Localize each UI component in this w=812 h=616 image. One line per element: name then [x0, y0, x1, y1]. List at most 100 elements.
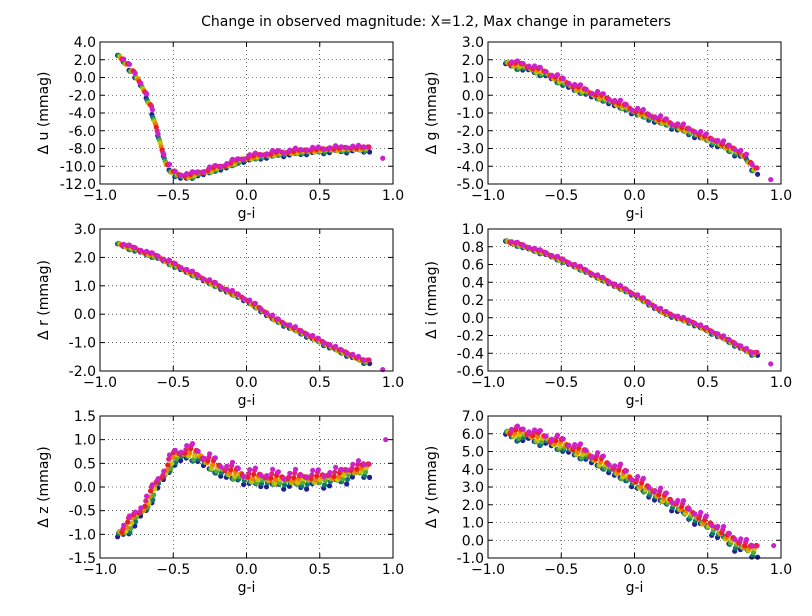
data-point [754, 543, 760, 549]
data-point [543, 433, 549, 439]
data-point [612, 97, 618, 104]
x-tick-label: 0.5 [309, 188, 331, 204]
data-point [349, 465, 355, 471]
subplot-1: −1.0 −0.5 0.0 0.5 1.0 -12.0 -10.0-8.0 -6.0 -4.0 -… [36, 35, 404, 222]
data-point [178, 265, 184, 271]
data-point [144, 493, 150, 499]
data-point [270, 312, 276, 318]
x-tick-label: 0.0 [235, 188, 257, 204]
y-tick-label: -0.6 [457, 364, 484, 380]
data-point [692, 129, 698, 135]
data-point [715, 331, 721, 337]
data-point [224, 463, 230, 469]
y-tick-label: 1.0 [462, 222, 484, 238]
data-point [212, 280, 218, 286]
data-point [344, 476, 351, 483]
data-point [189, 441, 196, 447]
data-point [560, 436, 566, 442]
data-point [366, 461, 372, 467]
data-point [537, 428, 544, 434]
data-point [686, 506, 692, 512]
data-point [520, 242, 526, 248]
data-point [252, 150, 258, 156]
y-axis-label: Δ z (mmag) [36, 446, 52, 528]
data-point [583, 267, 589, 273]
y-tick-label: 3.0 [74, 222, 96, 238]
data-point [168, 465, 174, 471]
data-point [126, 61, 133, 67]
data-point [187, 450, 193, 456]
data-point [566, 442, 572, 448]
data-point [749, 349, 755, 356]
y-tick-label: 0.0 [462, 88, 484, 104]
data-point [344, 467, 350, 473]
data-point [333, 143, 339, 149]
data-point [606, 96, 612, 102]
data-point [235, 465, 241, 471]
data-point [692, 511, 698, 517]
y-tick-label: 4.0 [462, 462, 484, 478]
data-point [201, 276, 207, 282]
data-point [235, 291, 241, 297]
data-point [589, 90, 595, 96]
data-point [258, 473, 264, 479]
y-axis-label: Δ g (mmag) [424, 71, 440, 154]
data-point [554, 72, 561, 78]
data-point [589, 453, 595, 460]
data-point [264, 310, 270, 316]
data-point [155, 253, 161, 259]
data-point [166, 456, 172, 462]
data-point [189, 169, 196, 175]
data-point [172, 261, 178, 267]
data-point [166, 257, 173, 263]
data-point [520, 426, 526, 432]
data-point [526, 429, 532, 435]
data-point [640, 295, 647, 301]
data-point [703, 513, 710, 519]
data-point [331, 473, 337, 480]
data-point [635, 105, 641, 111]
x-tick-label: −1.0 [471, 562, 505, 578]
x-axis-label: g-i [238, 206, 256, 222]
data-point [640, 475, 647, 481]
data-point [195, 448, 201, 454]
data-point [264, 473, 270, 479]
data-point [333, 343, 339, 349]
data-point [160, 472, 166, 478]
data-point [367, 149, 373, 155]
x-tick-label: −1.0 [471, 188, 505, 204]
data-point [583, 86, 589, 92]
y-tick-label: 2.0 [462, 53, 484, 69]
data-point [509, 426, 515, 432]
x-tick-label: −0.5 [544, 375, 578, 391]
data-point [344, 481, 350, 487]
data-point [132, 245, 138, 251]
y-axis-label: Δ y (mmag) [424, 446, 440, 528]
figure-title: Change in observed magnitude: X=1.2, Max… [201, 14, 671, 30]
data-point [577, 441, 584, 447]
y-tick-label: -1.0 [457, 551, 484, 567]
data-point [229, 156, 236, 162]
x-tick-label: −0.5 [544, 562, 578, 578]
y-tick-label: -6.0 [69, 124, 96, 140]
data-point [212, 162, 218, 169]
y-tick-label: -1.0 [457, 106, 484, 122]
y-tick-label: 1.0 [462, 516, 484, 532]
y-tick-label: 4.0 [74, 35, 96, 51]
data-point [161, 468, 167, 474]
data-point [304, 147, 310, 153]
y-tick-label: 0.6 [462, 258, 484, 274]
data-point [292, 466, 299, 472]
data-point [327, 342, 333, 348]
y-tick-label: -2.0 [457, 124, 484, 140]
data-point [355, 458, 362, 464]
data-point [680, 498, 687, 504]
subplot-3: −1.0 −0.5 0.0 0.5 1.0 -2.0 -1.0 0.0 1.0 2.0 3.0 g-i… [36, 222, 404, 409]
data-point [161, 151, 167, 158]
data-point [768, 176, 774, 183]
data-point [354, 466, 360, 472]
data-point [344, 350, 350, 356]
data-point [549, 72, 555, 78]
